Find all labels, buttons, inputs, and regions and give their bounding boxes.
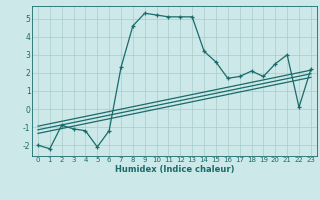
- X-axis label: Humidex (Indice chaleur): Humidex (Indice chaleur): [115, 165, 234, 174]
